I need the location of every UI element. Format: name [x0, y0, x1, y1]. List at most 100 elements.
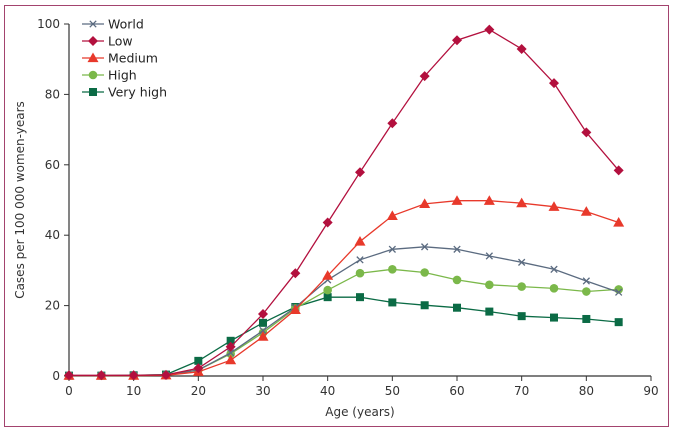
data-point-high: [485, 280, 494, 290]
data-point-world: [518, 258, 526, 266]
x-tick-label: 60: [449, 384, 464, 398]
data-point-low: [516, 43, 527, 54]
data-point-world: [227, 349, 235, 357]
data-point-low: [581, 127, 592, 138]
data-point-medium: [580, 206, 592, 216]
data-point-world: [388, 245, 396, 253]
legend-marker-low: [88, 36, 98, 46]
legend-item-very-high: Very high: [82, 85, 167, 100]
data-point-world: [615, 288, 623, 296]
data-point-very-high: [517, 312, 526, 321]
data-point-high: [549, 284, 559, 293]
data-point-low: [193, 363, 204, 374]
data-point-very-high: [259, 318, 267, 327]
x-tick-label: 50: [385, 384, 400, 398]
data-point-very-high: [420, 301, 429, 310]
data-point-low: [290, 268, 301, 279]
legend-marker-medium: [87, 52, 99, 63]
y-tick-label: 40: [45, 228, 60, 242]
data-point-low: [322, 217, 333, 228]
data-point-world: [356, 256, 364, 264]
data-point-high: [323, 285, 332, 295]
series-line-medium: [69, 200, 619, 377]
data-point-very-high: [356, 293, 364, 302]
data-point-low: [64, 370, 74, 381]
data-point-high: [388, 265, 397, 274]
data-point-low: [419, 71, 430, 82]
data-point-world: [550, 265, 558, 274]
series-line-high: [69, 268, 619, 377]
x-axis-title: Age (years): [325, 405, 394, 419]
data-point-very-high: [550, 313, 558, 322]
x-tick-label: 90: [643, 384, 658, 398]
legend-item-world: World: [82, 17, 144, 32]
legend-item-medium: Medium: [82, 51, 158, 66]
data-point-low: [387, 118, 398, 129]
data-point-low: [613, 165, 624, 176]
y-tick-label: 60: [45, 158, 60, 172]
data-point-low: [258, 309, 268, 320]
axes: 0 10 20 30 40 50 60 70 80 90 0 20 40 60 80 100: [37, 17, 659, 398]
y-tick-label: 80: [45, 87, 60, 101]
data-point-very-high: [226, 336, 235, 345]
data-point-very-high: [582, 314, 591, 323]
x-tick-label: 80: [579, 384, 594, 398]
data-point-very-high: [485, 307, 494, 316]
data-point-world: [421, 243, 429, 251]
series-line-world: [69, 246, 619, 377]
legend-label-world: World: [108, 17, 144, 32]
series-high: [64, 265, 623, 380]
data-point-low: [549, 78, 559, 89]
y-axis-title: Cases per 100 000 women-years: [13, 101, 27, 299]
legend-marker-world: [89, 20, 97, 28]
data-point-low: [161, 369, 171, 380]
legend-marker-high: [88, 70, 98, 80]
data-point-world: [453, 245, 461, 253]
data-point-world: [259, 326, 267, 335]
data-point-high: [517, 282, 526, 291]
data-point-low: [96, 370, 107, 381]
data-point-low: [128, 370, 139, 381]
data-point-low: [225, 341, 236, 352]
data-point-medium: [419, 198, 431, 208]
data-point-high: [452, 275, 462, 285]
legend-label-low: Low: [108, 34, 133, 49]
data-point-low: [355, 167, 365, 178]
series-layer: [63, 24, 625, 381]
x-tick-label: 30: [255, 384, 270, 398]
x-tick-label: 70: [514, 384, 529, 398]
series-very-high: [65, 293, 623, 380]
data-point-medium: [451, 195, 463, 205]
y-tick-label: 20: [45, 299, 60, 313]
legend-marker-very-high: [89, 88, 97, 96]
x-tick-label: 10: [126, 384, 141, 398]
data-point-medium: [322, 270, 334, 280]
x-tick-label: 20: [191, 384, 206, 398]
data-point-medium: [225, 354, 237, 365]
data-point-medium: [289, 304, 301, 314]
data-point-high: [355, 268, 365, 278]
legend-label-high: High: [108, 68, 137, 83]
data-point-very-high: [614, 318, 623, 327]
legend: World Low Medium High Very high: [82, 17, 167, 100]
y-tick-label: 100: [37, 17, 60, 31]
data-point-medium: [548, 201, 560, 211]
data-point-high: [582, 287, 591, 296]
data-point-very-high: [453, 303, 461, 312]
legend-item-high: High: [82, 68, 137, 83]
data-point-medium: [516, 197, 528, 208]
x-tick-label: 0: [65, 384, 73, 398]
data-point-medium: [386, 210, 398, 220]
data-point-world: [582, 277, 590, 285]
data-point-very-high: [323, 293, 332, 302]
legend-label-medium: Medium: [108, 51, 158, 66]
y-tick-label: 0: [52, 369, 60, 383]
data-point-world: [485, 252, 493, 260]
series-line-low: [69, 28, 620, 376]
data-point-medium: [483, 195, 495, 205]
data-point-medium: [257, 331, 269, 341]
data-point-very-high: [194, 356, 203, 365]
series-world: [65, 243, 623, 380]
data-point-high: [420, 268, 429, 277]
